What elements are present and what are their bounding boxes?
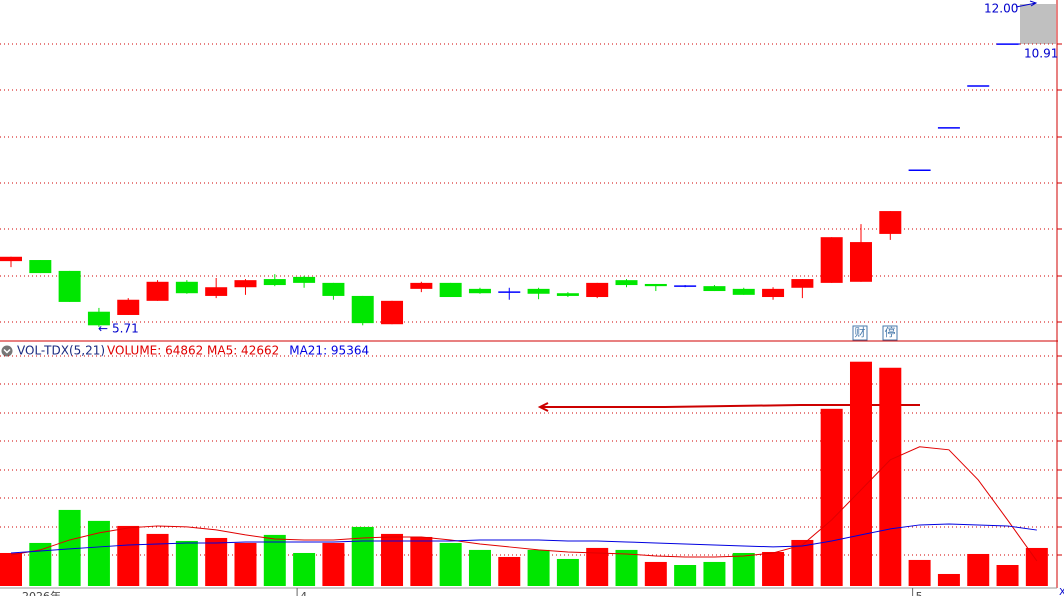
volume-bar [468,549,491,586]
x-tick-label: 4 [300,590,307,596]
volume-bar [1025,547,1048,586]
ma-line [10,523,1037,554]
volume-bar [117,525,140,586]
volume-bar [58,509,81,586]
candle-body [527,288,550,294]
badge-box [882,325,898,341]
candle-body [644,283,667,287]
volume-bar [29,542,52,586]
candle-body [703,286,726,292]
volume-bar [146,533,169,586]
volume-bar [556,558,579,586]
legend-entry: MA5: 42662 [207,344,279,358]
projection-box [1020,4,1056,44]
volume-bar [967,553,990,586]
candle-body [556,293,579,296]
volume-bar [762,551,785,586]
volume-bar [234,542,257,586]
candle-body [468,288,491,294]
x-tick-label: 2026年 [22,589,61,596]
badge-box [852,325,868,341]
min-label: 5.71 [112,322,139,336]
candle-body [351,295,374,324]
volume-bar [791,539,814,586]
volume-bar [615,549,638,586]
volume-bar [703,561,726,586]
candle-body [762,288,785,298]
candle-body [146,281,169,301]
candle-body [263,279,286,286]
volume-label: VOLUME: 64862 [107,344,203,358]
candle-body [849,242,872,282]
volume-bar [87,520,110,586]
candle-body [791,279,814,288]
candle-body [381,300,404,325]
max-arrow [1015,0,1038,8]
candle-body [205,287,228,296]
max-label: 12.00 [984,2,1018,16]
volume-bar [996,565,1019,586]
badge: 财 [855,325,866,339]
candle-body [87,311,110,326]
volume-bar [439,542,462,586]
volume-bar [732,552,755,586]
candle-body [322,282,345,296]
volume-bar [322,542,345,586]
volume-bar [498,556,521,586]
candle-body [29,260,52,274]
candle-body [0,256,22,262]
volume-bar [586,547,609,586]
candle-body [175,281,198,294]
candle-body [234,280,257,288]
candle-body [820,237,843,283]
collapse-icon[interactable] [1,345,13,357]
min-arrow: ← [98,322,108,336]
candle-body [879,211,902,234]
legend-entry: MA21: 95364 [289,344,369,358]
collapse-chevron [3,348,11,354]
volume-bar [674,565,697,586]
close-x[interactable]: X [1059,587,1064,596]
volume-bar [849,361,872,586]
volume-bar [205,537,228,586]
ma-line [10,446,1038,562]
volume-bar [293,552,316,586]
volume-bar [0,552,22,586]
x-tick-label: 5 [916,590,923,596]
volume-bar [908,559,931,586]
volume-bar [410,536,433,586]
volume-bar [527,549,550,586]
candle-body [732,288,755,295]
candle-body [410,282,433,289]
badge: 停 [885,325,896,339]
volume-bar [820,408,843,586]
candle-body [615,280,638,286]
level-label: 10.91 [1024,47,1058,61]
volume-bar [644,561,667,586]
candle-body [293,276,316,283]
candle-body [586,282,609,298]
volume-bar [381,533,404,586]
volume-bar [263,534,286,586]
candle-body [439,282,462,298]
candle-body [117,299,140,315]
candle-body [58,270,81,302]
volume-bar [351,526,374,586]
volume-bar [879,367,902,586]
indicator-title: VOL-TDX(5,21) [17,344,105,358]
volume-bar [175,540,198,586]
volume-bar [937,573,960,586]
